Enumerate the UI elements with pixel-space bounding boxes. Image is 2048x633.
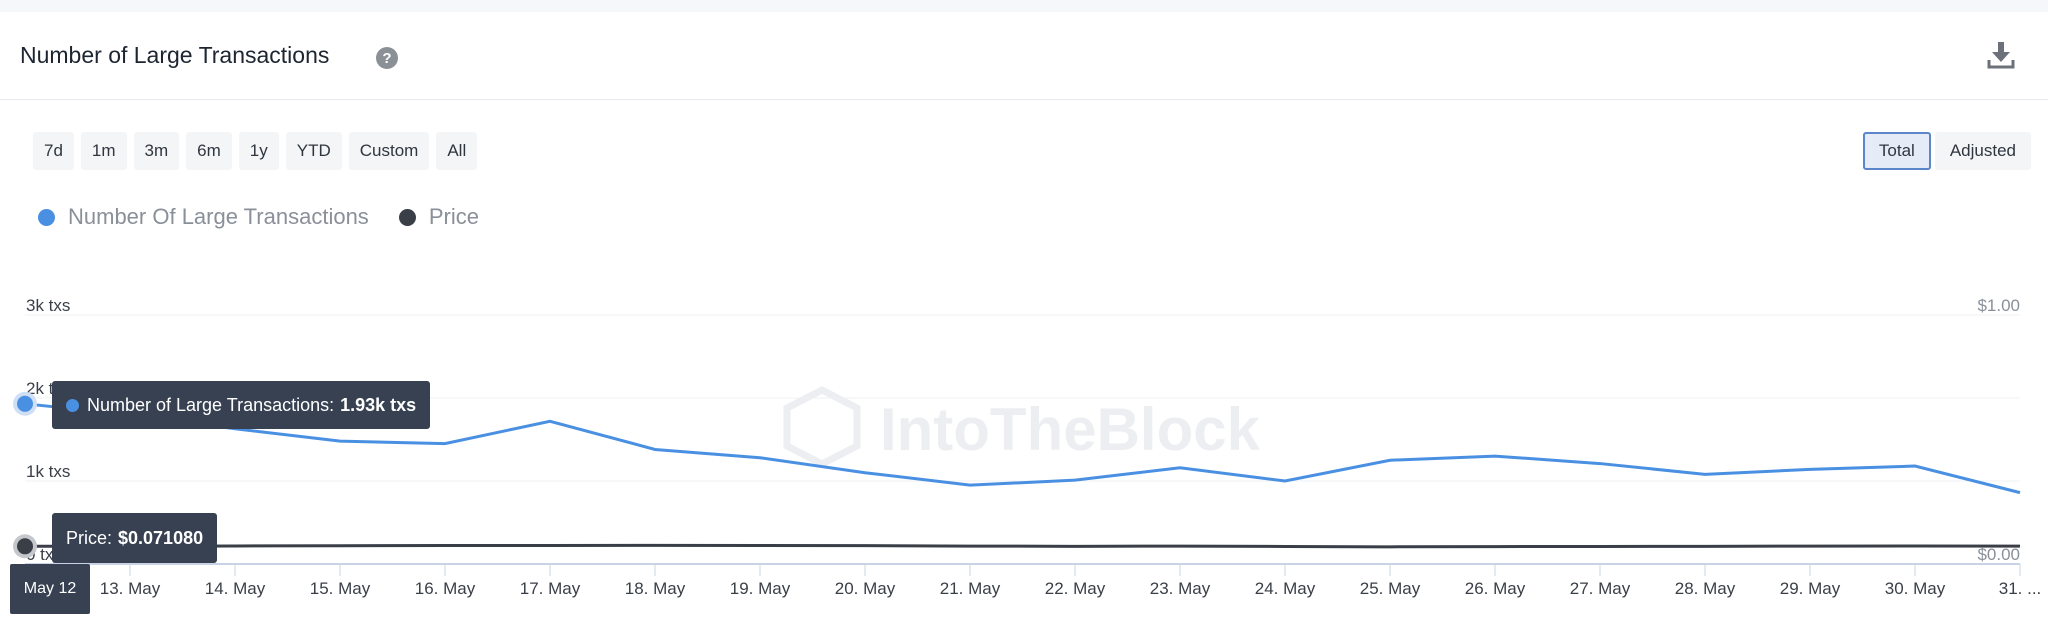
watermark-text: IntoTheBlock	[880, 396, 1261, 463]
range-button-7d[interactable]: 7d	[33, 132, 74, 170]
x-tick-label: 24. May	[1255, 579, 1316, 598]
tooltip-dot-transactions	[66, 398, 79, 412]
legend-label-transactions: Number Of Large Transactions	[68, 204, 369, 229]
x-tick-label: 17. May	[520, 579, 581, 598]
tooltip-date: May 12	[10, 564, 90, 614]
series-line-price	[24, 543, 2021, 549]
watermark-logo	[783, 386, 861, 468]
tooltip-price-label: Price:	[66, 527, 113, 548]
download-icon[interactable]	[1986, 40, 2016, 70]
range-button-3m[interactable]: 3m	[133, 132, 180, 170]
mode-button-total[interactable]: Total	[1862, 132, 1931, 170]
y-left-tick-label: 3k txs	[26, 296, 70, 315]
y-left-tick-label: 1k txs	[26, 462, 70, 481]
x-tick-label: 30. May	[1885, 579, 1946, 598]
legend-item-transactions[interactable]: Number Of Large Transactions	[38, 204, 369, 230]
range-button-ytd[interactable]: YTD	[285, 132, 342, 170]
hover-point-price	[17, 538, 33, 555]
x-tick-label: 23. May	[1150, 579, 1211, 598]
y-right-tick-label: $1.00	[1977, 296, 2020, 315]
x-tick-label: 28. May	[1675, 579, 1736, 598]
x-tick-label: 19. May	[730, 579, 791, 598]
x-tick-label: 25. May	[1360, 579, 1421, 598]
chart-title: Number of Large Transactions	[20, 42, 330, 68]
range-button-1y[interactable]: 1y	[238, 132, 279, 170]
y-right-tick-label: $0.00	[1977, 545, 2020, 564]
legend-dot-transactions	[38, 208, 55, 226]
x-tick-label: 22. May	[1045, 579, 1106, 598]
x-tick-label: 26. May	[1465, 579, 1526, 598]
x-tick-label: 16. May	[415, 579, 476, 598]
tooltip-transactions-value: 1.93k txs	[340, 394, 417, 415]
mode-selector: Total Adjusted	[1862, 132, 2031, 170]
chart-legend: Number Of Large Transactions Price	[38, 204, 509, 230]
tooltip-price: Price: $0.071080	[52, 513, 218, 563]
x-tick-label: 20. May	[835, 579, 896, 598]
range-button-1m[interactable]: 1m	[80, 132, 127, 170]
tooltip-transactions-label: Number of Large Transactions:	[87, 394, 335, 415]
top-strip	[0, 0, 2048, 12]
time-range-selector: 7d 1m 3m 6m 1y YTD Custom All	[33, 132, 478, 170]
range-button-custom[interactable]: Custom	[348, 132, 430, 170]
x-tick-label: 21. May	[940, 579, 1001, 598]
x-tick-label: 31. ...	[1999, 579, 2042, 598]
legend-label-price: Price	[428, 204, 479, 229]
range-button-6m[interactable]: 6m	[186, 132, 232, 170]
tooltip-price-value: $0.071080	[118, 527, 204, 548]
legend-item-price[interactable]: Price	[398, 204, 479, 230]
x-tick-label: 29. May	[1780, 579, 1841, 598]
question-circle-icon[interactable]: ?	[376, 47, 398, 69]
x-tick-label: 18. May	[625, 579, 686, 598]
x-tick-label: 13. May	[100, 579, 161, 598]
range-button-all[interactable]: All	[436, 132, 478, 170]
mode-button-adjusted[interactable]: Adjusted	[1934, 132, 2031, 170]
legend-dot-price	[398, 208, 416, 226]
x-tick-label: 27. May	[1570, 579, 1631, 598]
x-tick-label: 15. May	[310, 579, 371, 598]
hover-point-transactions	[17, 395, 33, 412]
tooltip-transactions: Number of Large Transactions: 1.93k txs	[52, 381, 431, 429]
series-line-transactions	[24, 402, 2021, 495]
x-tick-label: 14. May	[205, 579, 266, 598]
chart-header: Number of Large Transactions	[0, 12, 2048, 100]
